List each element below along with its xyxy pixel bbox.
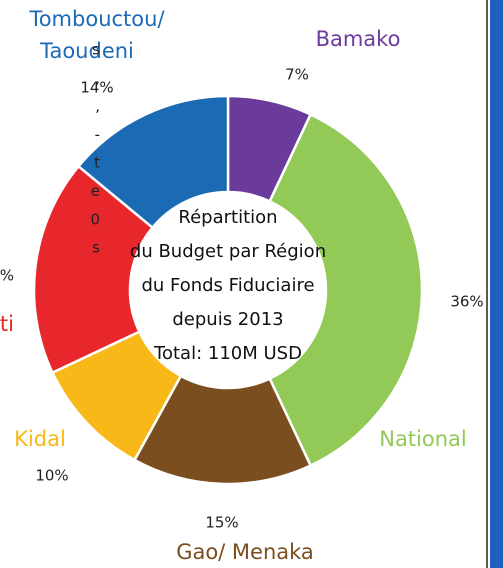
side-text-fragment: s [92,239,100,257]
donut-segment [76,94,230,230]
category-label: Bamako [316,27,401,51]
value-label: 18% [0,267,14,285]
side-text-fragment: 0 [90,210,100,228]
center-text: depuis 2013 [172,309,283,330]
side-text-fragment: s [92,41,100,59]
donut-segment [32,164,155,375]
value-label: 36% [450,293,483,311]
category-label: Kidal [14,427,66,451]
center-text: Total: 110M USD [153,343,302,364]
side-text-fragment: - [95,125,100,143]
category-label: Mopti [0,312,14,336]
center-text: Répartition [178,207,277,228]
side-text-fragment: , [95,69,100,87]
center-text: du Budget par Région [130,241,326,262]
value-label: 14% [80,79,113,97]
value-label: 10% [35,467,68,485]
category-label-line: Tombouctou/ [28,7,165,31]
donut-segment [268,112,424,468]
category-label: Gao/ Menaka [176,540,314,564]
side-text-fragment: , [95,97,100,115]
side-text-fragment: t [94,154,100,172]
center-text: du Fonds Fiduciaire [141,275,314,296]
side-bar [490,0,503,568]
value-label: 7% [285,66,309,84]
category-label-line: Taoudeni [39,39,134,63]
value-label: 15% [205,514,238,532]
category-label: Tombouctou/Taoudeni [28,7,165,63]
side-text-fragment: e [91,182,100,200]
category-label: National [379,427,467,451]
